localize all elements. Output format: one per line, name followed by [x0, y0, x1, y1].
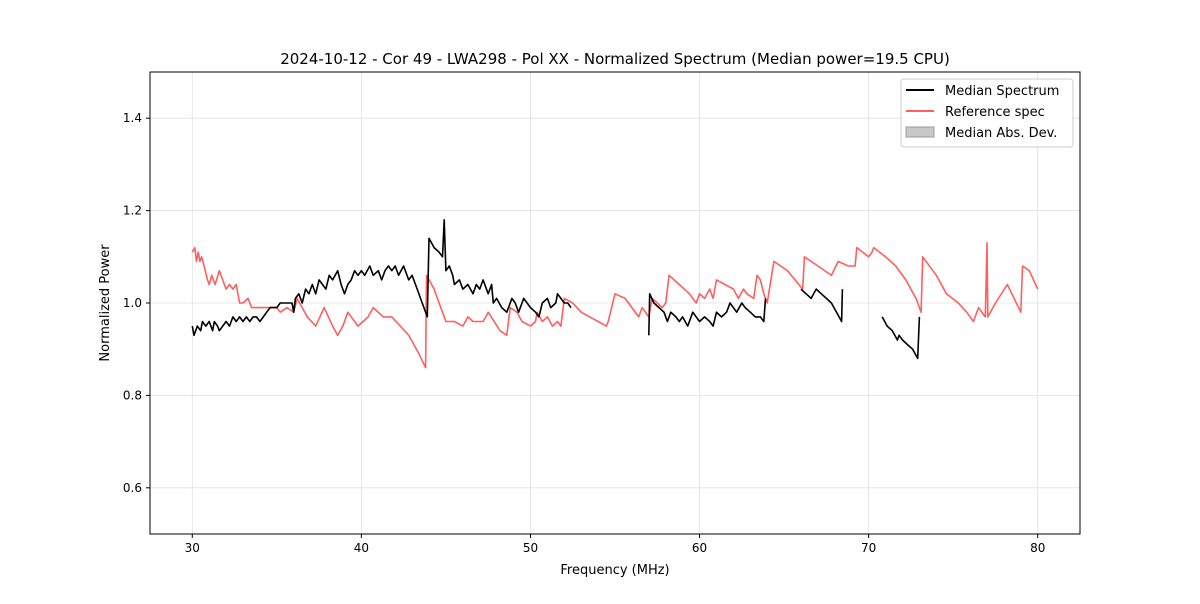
- legend-label-mad: Median Abs. Dev.: [945, 126, 1057, 141]
- series-lines: [191, 219, 1039, 369]
- x-tick-label: 40: [354, 541, 369, 555]
- series-line-median-spectrum: [191, 219, 572, 337]
- x-tick-label: 50: [523, 541, 538, 555]
- legend-swatch-mad: [905, 126, 935, 138]
- x-axis-label: Frequency (MHz): [560, 563, 669, 578]
- y-tick-label: 1.2: [123, 204, 142, 218]
- legend: Median Spectrum Reference spec Median Ab…: [900, 78, 1074, 148]
- x-tick-label: 80: [1030, 541, 1045, 555]
- y-tick-label: 1.4: [123, 111, 142, 125]
- x-tick-label: 60: [692, 541, 707, 555]
- series-line-median-spectrum: [881, 316, 921, 360]
- series-line-median-spectrum: [800, 288, 844, 323]
- y-tick-label: 1.0: [123, 296, 142, 310]
- x-tick-label: 70: [861, 541, 876, 555]
- series-line-reference-spec: [191, 242, 1039, 369]
- legend-frame: [900, 78, 1074, 148]
- chart-title: 2024-10-12 - Cor 49 - LWA298 - Pol XX - …: [280, 50, 950, 68]
- y-tick-label: 0.8: [123, 388, 142, 402]
- legend-label-reference: Reference spec: [945, 105, 1045, 120]
- series-line-median-spectrum: [648, 292, 767, 336]
- axis-ticks: 30 40 50 60 70 80 0.6 0.8 1.0 1.2 1.4: [123, 111, 1045, 555]
- y-tick-label: 0.6: [123, 481, 142, 495]
- legend-label-median: Median Spectrum: [945, 84, 1059, 99]
- y-axis-label: Normalized Power: [98, 244, 113, 362]
- x-tick-label: 30: [185, 541, 200, 555]
